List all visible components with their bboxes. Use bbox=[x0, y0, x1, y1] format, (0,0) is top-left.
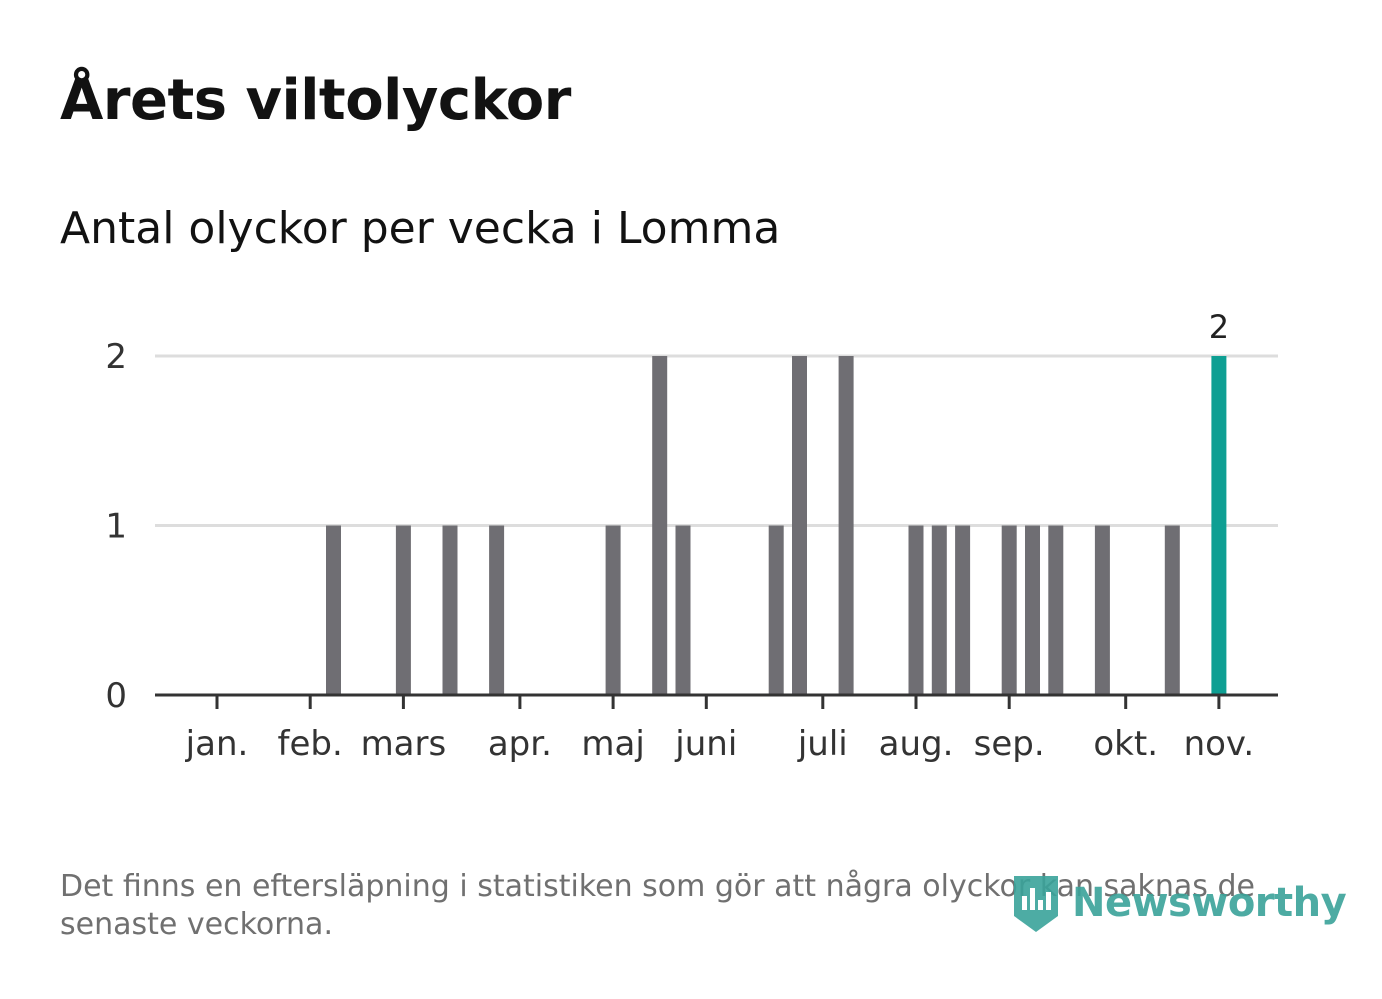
bar bbox=[489, 525, 505, 695]
x-tick-label: feb. bbox=[278, 724, 343, 764]
bar bbox=[605, 525, 621, 695]
data-label-highlight: 2 bbox=[1209, 308, 1229, 346]
chart-title: Årets viltolyckor bbox=[60, 68, 571, 133]
bar bbox=[1001, 525, 1017, 695]
newsworthy-icon bbox=[1014, 876, 1058, 932]
bar bbox=[838, 356, 854, 695]
bar bbox=[955, 525, 971, 695]
x-tick-label: nov. bbox=[1184, 724, 1255, 764]
x-tick-label: juni bbox=[674, 724, 737, 764]
x-tick-label: okt. bbox=[1093, 724, 1158, 764]
bar bbox=[326, 525, 341, 695]
x-tick-label: aug. bbox=[879, 724, 954, 764]
bar bbox=[652, 356, 668, 695]
bar bbox=[1025, 525, 1040, 695]
x-tick-label: apr. bbox=[488, 724, 552, 764]
x-tick-label: maj bbox=[581, 724, 644, 764]
bar bbox=[1048, 525, 1064, 695]
bar bbox=[908, 525, 924, 695]
x-tick-label: mars bbox=[361, 724, 447, 764]
gridlines bbox=[155, 354, 1278, 527]
bar bbox=[792, 356, 807, 695]
bar bbox=[675, 525, 691, 695]
bar bbox=[395, 525, 411, 695]
y-tick-label-1: 1 bbox=[105, 507, 127, 547]
bar bbox=[1094, 525, 1110, 695]
y-tick-label-0: 0 bbox=[105, 676, 127, 716]
y-axis-ticks: 0 1 2 bbox=[105, 337, 127, 716]
bar bbox=[1164, 525, 1180, 695]
x-tick-label: juli bbox=[797, 724, 848, 764]
x-axis: jan. feb. mars apr. maj juni juli aug. sep. okt. n… bbox=[155, 693, 1278, 764]
bar-highlight bbox=[1211, 356, 1227, 695]
y-tick-label-2: 2 bbox=[105, 337, 127, 377]
bars bbox=[326, 356, 1227, 695]
chart-subtitle: Antal olyckor per vecka i Lomma bbox=[60, 203, 781, 254]
newsworthy-logo: Newsworthy bbox=[1010, 872, 1347, 934]
bar bbox=[931, 525, 947, 695]
bar bbox=[768, 525, 784, 695]
x-tick-label: sep. bbox=[974, 724, 1045, 764]
bar bbox=[442, 525, 458, 695]
data-labels: 2 bbox=[1209, 308, 1229, 346]
x-tick-label: jan. bbox=[185, 724, 249, 764]
newsworthy-brand: Newsworthy bbox=[1072, 880, 1347, 926]
